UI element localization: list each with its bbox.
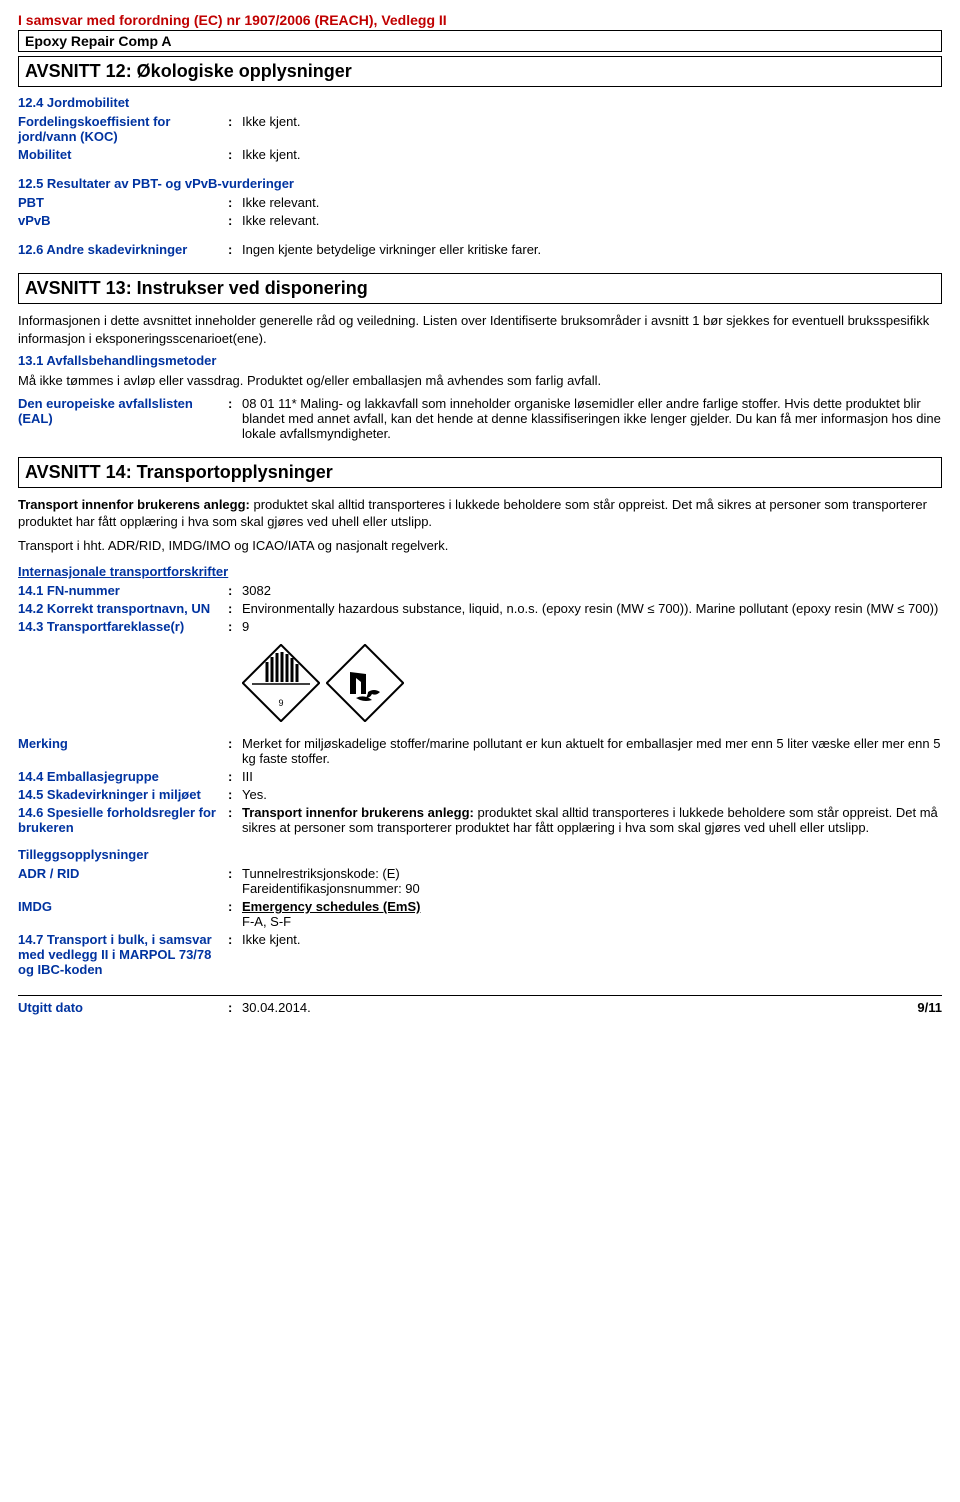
environment-diamond-icon <box>326 644 404 722</box>
imdg-label: IMDG <box>18 899 228 929</box>
koc-label: Fordelingskoeffisient for jord/vann (KOC… <box>18 114 228 144</box>
section-14-intro2: Transport i hht. ADR/RID, IMDG/IMO og IC… <box>18 537 942 555</box>
colon: : <box>228 866 242 896</box>
colon: : <box>228 195 242 210</box>
psn-value: Environmentally hazardous substance, liq… <box>242 601 942 616</box>
colon: : <box>228 583 242 598</box>
eal-value: 08 01 11* Maling- og lakkavfall som inne… <box>242 396 942 441</box>
section-13-title: AVSNITT 13: Instrukser ved disponering <box>18 273 942 304</box>
psn-label: 14.2 Korrekt transportnavn, UN <box>18 601 228 616</box>
pg-value: III <box>242 769 942 784</box>
colon: : <box>228 899 242 929</box>
regulation-header: I samsvar med forordning (EC) nr 1907/20… <box>18 12 942 28</box>
subsection-12-5: 12.5 Resultater av PBT- og vPvB-vurderin… <box>18 176 942 191</box>
vpvb-label: vPvB <box>18 213 228 228</box>
intl-transport-heading: Internasjonale transportforskrifter <box>18 564 942 579</box>
colon: : <box>228 736 242 766</box>
adr-value: Tunnelrestriksjonskode: (E) Fareidentifi… <box>242 866 942 896</box>
colon: : <box>228 619 242 634</box>
svg-text:9: 9 <box>278 698 283 708</box>
subsection-12-6-label: 12.6 Andre skadevirkninger <box>18 242 228 257</box>
prec-bold: Transport innenfor brukerens anlegg: <box>242 805 474 820</box>
pbt-label: PBT <box>18 195 228 210</box>
marking-value: Merket for miljøskadelige stoffer/marine… <box>242 736 942 766</box>
issue-date-label: Utgitt dato <box>18 1000 228 1015</box>
un-number-label: 14.1 FN-nummer <box>18 583 228 598</box>
pg-label: 14.4 Emballasjegruppe <box>18 769 228 784</box>
section-13-intro: Informasjonen i dette avsnittet innehold… <box>18 312 942 347</box>
colon: : <box>228 932 242 977</box>
additional-info-heading: Tilleggsopplysninger <box>18 847 942 862</box>
section-12-title: AVSNITT 12: Økologiske opplysninger <box>18 56 942 87</box>
bulk-value: Ikke kjent. <box>242 932 942 977</box>
colon: : <box>228 147 242 162</box>
colon: : <box>228 213 242 228</box>
colon: : <box>228 805 242 835</box>
eal-label: Den europeiske avfallslisten (EAL) <box>18 396 228 441</box>
colon: : <box>228 769 242 784</box>
subsection-12-6-value: Ingen kjente betydelige virkninger eller… <box>242 242 942 257</box>
colon: : <box>228 396 242 441</box>
hazard-pictograms: 9 <box>18 644 942 722</box>
mobility-value: Ikke kjent. <box>242 147 942 162</box>
intro-bold: Transport innenfor brukerens anlegg: <box>18 497 250 512</box>
env-label: 14.5 Skadevirkninger i miljøet <box>18 787 228 802</box>
imdg-codes: F-A, S-F <box>242 914 942 929</box>
class-9-diamond-icon: 9 <box>242 644 320 722</box>
adr-label: ADR / RID <box>18 866 228 896</box>
bulk-label: 14.7 Transport i bulk, i samsvar med ved… <box>18 932 228 977</box>
imdg-value: Emergency schedules (EmS) F-A, S-F <box>242 899 942 929</box>
section-14-title: AVSNITT 14: Transportopplysninger <box>18 457 942 488</box>
section-13-1-line: Må ikke tømmes i avløp eller vassdrag. P… <box>18 372 942 390</box>
issue-date-value: 30.04.2014. <box>242 1000 311 1015</box>
colon: : <box>228 242 242 257</box>
page-number: 9/11 <box>917 1000 942 1015</box>
marking-label: Merking <box>18 736 228 766</box>
precautions-label: 14.6 Spesielle forholdsregler for bruker… <box>18 805 228 835</box>
class-value: 9 <box>242 619 942 634</box>
colon: : <box>228 1000 242 1015</box>
precautions-value: Transport innenfor brukerens anlegg: pro… <box>242 805 942 835</box>
env-value: Yes. <box>242 787 942 802</box>
vpvb-value: Ikke relevant. <box>242 213 942 228</box>
colon: : <box>228 114 242 144</box>
un-number-value: 3082 <box>242 583 942 598</box>
pbt-value: Ikke relevant. <box>242 195 942 210</box>
page-footer: Utgitt dato : 30.04.2014. 9/11 <box>18 996 942 1015</box>
subsection-13-1: 13.1 Avfallsbehandlingsmetoder <box>18 353 942 368</box>
product-name-box: Epoxy Repair Comp A <box>18 30 942 52</box>
adr-value-1: Tunnelrestriksjonskode: (E) <box>242 866 942 881</box>
imdg-ems: Emergency schedules (EmS) <box>242 899 942 914</box>
adr-value-2: Fareidentifikasjonsnummer: 90 <box>242 881 942 896</box>
subsection-12-4: 12.4 Jordmobilitet <box>18 95 942 110</box>
mobility-label: Mobilitet <box>18 147 228 162</box>
colon: : <box>228 601 242 616</box>
class-label: 14.3 Transportfareklasse(r) <box>18 619 228 634</box>
section-14-intro: Transport innenfor brukerens anlegg: pro… <box>18 496 942 531</box>
colon: : <box>228 787 242 802</box>
koc-value: Ikke kjent. <box>242 114 942 144</box>
